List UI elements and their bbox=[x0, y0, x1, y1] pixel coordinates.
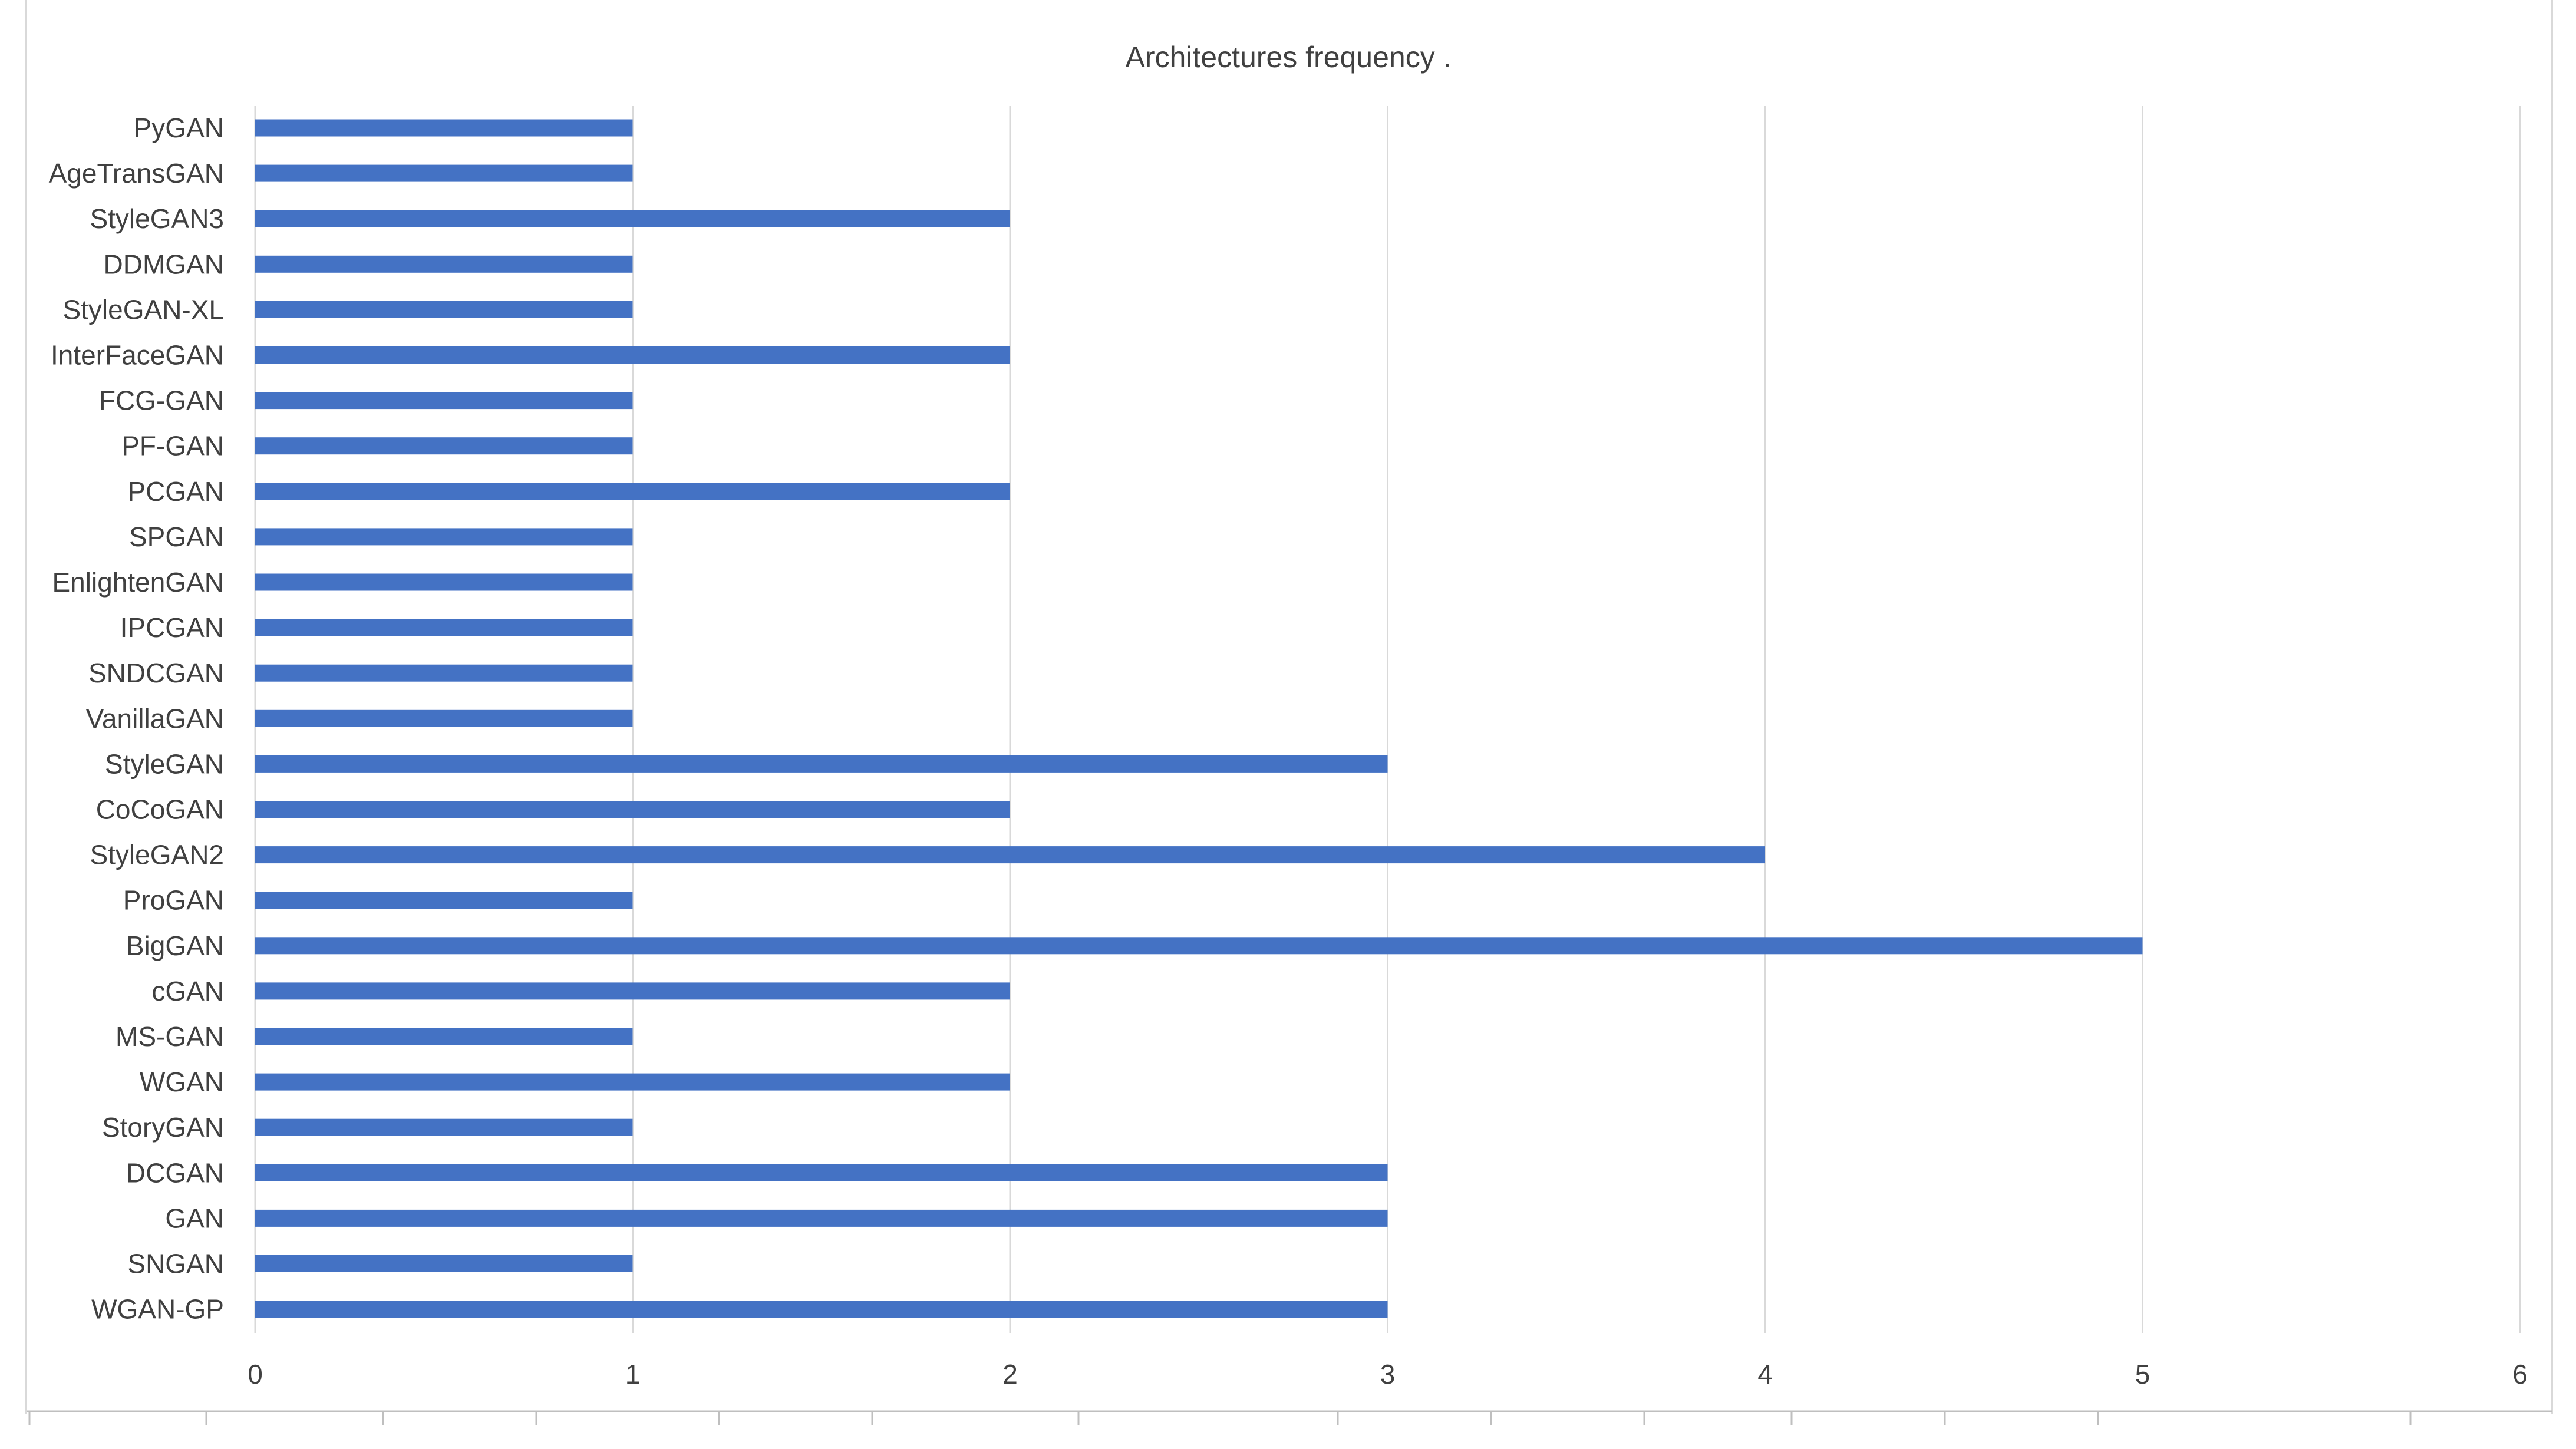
category-label-PCGAN: PCGAN bbox=[127, 476, 224, 507]
category-label-WGAN-GP: WGAN-GP bbox=[91, 1294, 224, 1325]
bar-VanillaGAN bbox=[255, 709, 633, 727]
category-label-FCG-GAN: FCG-GAN bbox=[99, 385, 224, 416]
bar-cGAN bbox=[255, 982, 1010, 1000]
bar-GAN bbox=[255, 1209, 1388, 1227]
category-label-SNGAN: SNGAN bbox=[127, 1249, 224, 1279]
bar-EnlightenGAN bbox=[255, 573, 633, 591]
bar-PCGAN bbox=[255, 483, 1010, 500]
category-label-GAN: GAN bbox=[165, 1203, 224, 1233]
category-label-VanillaGAN: VanillaGAN bbox=[86, 703, 224, 734]
category-label-StyleGAN: StyleGAN bbox=[105, 748, 224, 779]
bar-BigGAN bbox=[255, 937, 2143, 955]
category-label-PF-GAN: PF-GAN bbox=[121, 431, 224, 461]
bar-StyleGAN3 bbox=[255, 210, 1010, 227]
category-label-PyGAN: PyGAN bbox=[134, 113, 224, 143]
category-label-IPCGAN: IPCGAN bbox=[120, 612, 224, 643]
x-tick-labels: 0 1 2 3 4 5 6 bbox=[248, 1359, 2528, 1389]
category-label-AgeTransGAN: AgeTransGAN bbox=[49, 158, 224, 189]
x-tick-label-1: 1 bbox=[625, 1359, 641, 1389]
category-labels: PyGAN AgeTransGAN StyleGAN3 DDMGAN StyleGAN-… bbox=[49, 113, 224, 1325]
chart-title: Architectures frequency . bbox=[1125, 41, 1451, 74]
category-label-EnlightenGAN: EnlightenGAN bbox=[52, 567, 225, 598]
bar-SNDCGAN bbox=[255, 664, 633, 682]
bar-StyleGAN2 bbox=[255, 846, 1765, 864]
category-label-StyleGAN-XL: StyleGAN-XL bbox=[62, 294, 224, 325]
chart-frame bbox=[25, 0, 2553, 1414]
bar-CoCoGAN bbox=[255, 801, 1010, 818]
x-tick-label-3: 3 bbox=[1380, 1359, 1396, 1389]
category-label-DCGAN: DCGAN bbox=[126, 1157, 224, 1188]
category-label-ProGAN: ProGAN bbox=[123, 885, 224, 916]
bar-StyleGAN-XL bbox=[255, 301, 633, 318]
bar-SNGAN bbox=[255, 1255, 633, 1272]
bar-FCG-GAN bbox=[255, 392, 633, 410]
category-label-SNDCGAN: SNDCGAN bbox=[88, 658, 224, 688]
category-label-BigGAN: BigGAN bbox=[126, 930, 224, 961]
bar-DDMGAN bbox=[255, 255, 633, 273]
category-label-DDMGAN: DDMGAN bbox=[104, 249, 224, 279]
bar-IPCGAN bbox=[255, 619, 633, 636]
bar-InterFaceGAN bbox=[255, 346, 1010, 364]
category-label-cGAN: cGAN bbox=[151, 976, 224, 1006]
category-label-SPGAN: SPGAN bbox=[129, 521, 224, 552]
bar-WGAN-GP bbox=[255, 1301, 1388, 1318]
category-label-MS-GAN: MS-GAN bbox=[116, 1021, 224, 1052]
x-tick-label-0: 0 bbox=[248, 1359, 263, 1389]
category-label-StyleGAN3: StyleGAN3 bbox=[90, 203, 224, 234]
x-tick-label-5: 5 bbox=[2135, 1359, 2150, 1389]
category-label-CoCoGAN: CoCoGAN bbox=[96, 794, 224, 825]
category-label-StoryGAN: StoryGAN bbox=[102, 1112, 224, 1143]
bar-AgeTransGAN bbox=[255, 164, 633, 182]
category-label-InterFaceGAN: InterFaceGAN bbox=[51, 340, 224, 371]
bar-ProGAN bbox=[255, 892, 633, 909]
bar-PF-GAN bbox=[255, 437, 633, 455]
bar-SPGAN bbox=[255, 528, 633, 546]
bar-PyGAN bbox=[255, 119, 633, 137]
category-label-StyleGAN2: StyleGAN2 bbox=[90, 840, 224, 870]
bar-StyleGAN bbox=[255, 755, 1388, 773]
bottom-axis bbox=[27, 1410, 2552, 1425]
bar-MS-GAN bbox=[255, 1028, 633, 1045]
bar-StoryGAN bbox=[255, 1118, 633, 1136]
x-tick-label-6: 6 bbox=[2512, 1359, 2528, 1389]
bar-WGAN bbox=[255, 1073, 1010, 1091]
x-tick-label-2: 2 bbox=[1002, 1359, 1018, 1389]
bar-DCGAN bbox=[255, 1164, 1388, 1181]
category-label-WGAN: WGAN bbox=[140, 1067, 224, 1097]
bars bbox=[255, 119, 2143, 1318]
x-tick-label-4: 4 bbox=[1757, 1359, 1773, 1389]
